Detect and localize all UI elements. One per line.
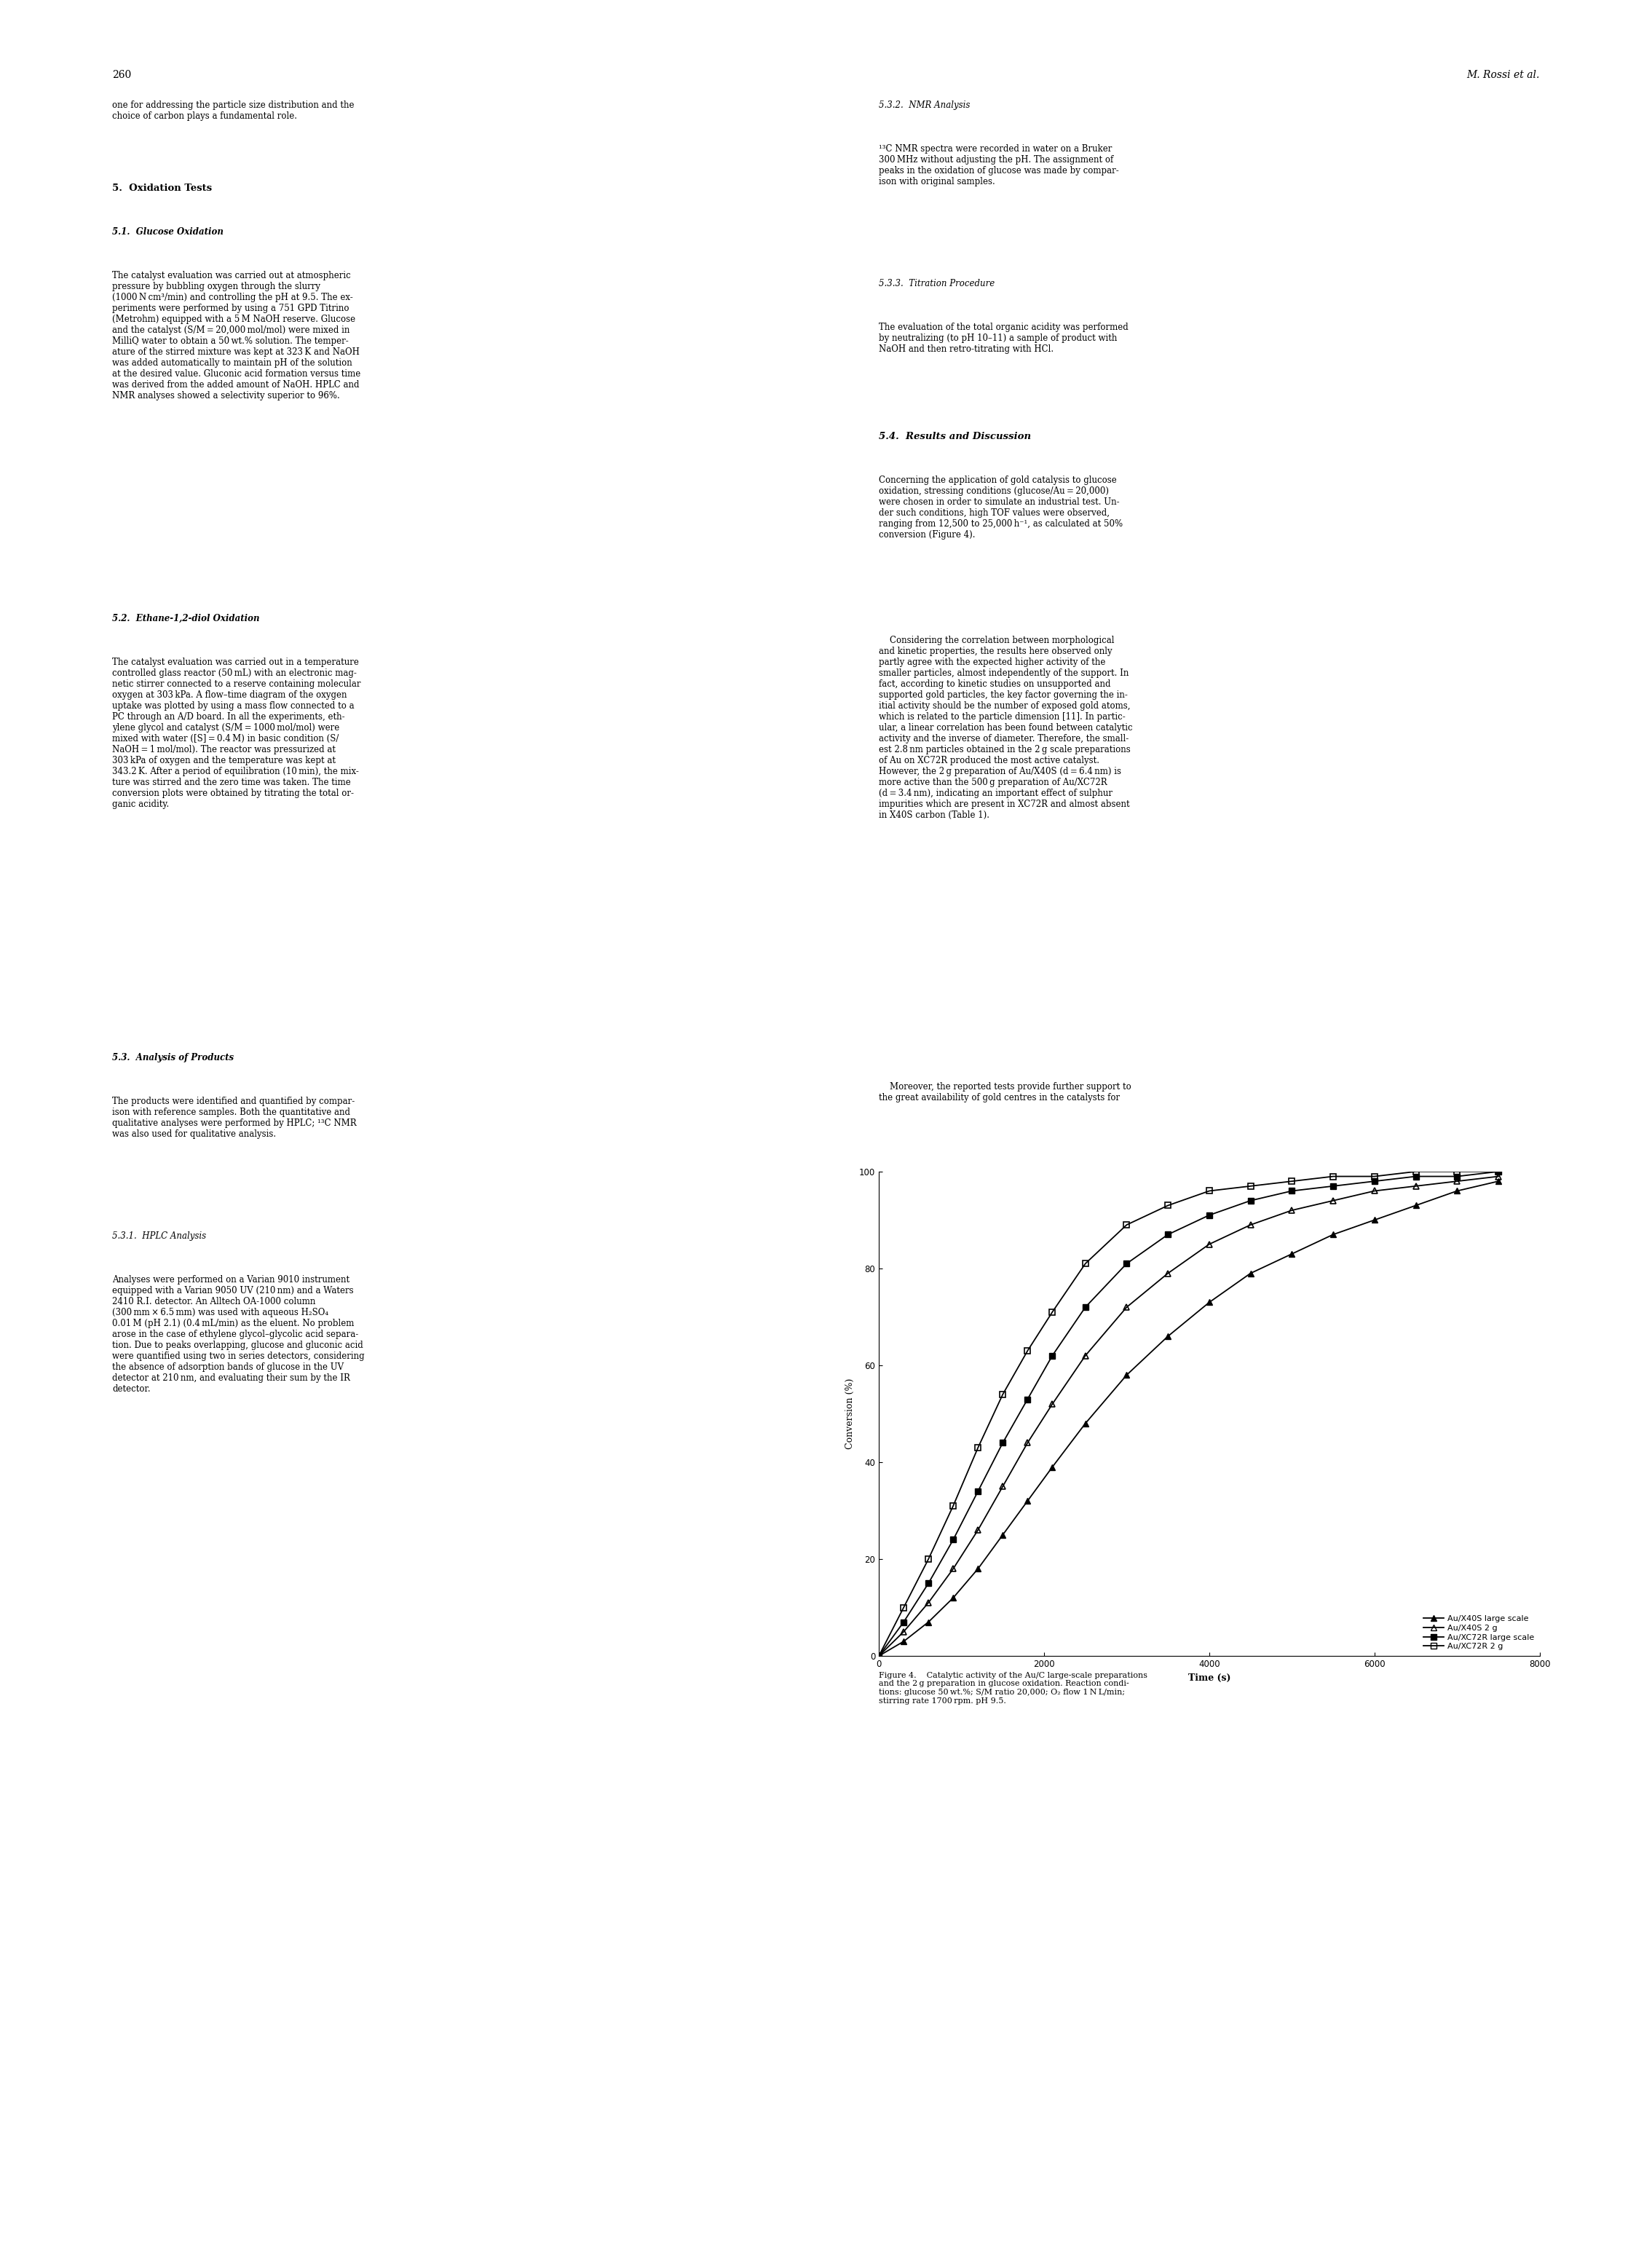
Text: The catalyst evaluation was carried out in a temperature
controlled glass reacto: The catalyst evaluation was carried out … bbox=[112, 658, 362, 809]
Text: Analyses were performed on a Varian 9010 instrument
equipped with a Varian 9050 : Analyses were performed on a Varian 9010… bbox=[112, 1275, 365, 1395]
X-axis label: Time (s): Time (s) bbox=[1188, 1674, 1231, 1683]
Text: ¹³C NMR spectra were recorded in water on a Bruker
300 MHz without adjusting the: ¹³C NMR spectra were recorded in water o… bbox=[879, 144, 1118, 187]
Text: The catalyst evaluation was carried out at atmospheric
pressure by bubbling oxyg: The catalyst evaluation was carried out … bbox=[112, 270, 360, 401]
Text: 5.2.  Ethane-1,2-diol Oxidation: 5.2. Ethane-1,2-diol Oxidation bbox=[112, 613, 259, 624]
Y-axis label: Conversion (%): Conversion (%) bbox=[846, 1379, 856, 1449]
Text: M. Rossi et al.: M. Rossi et al. bbox=[1467, 70, 1540, 81]
Text: 5.1.  Glucose Oxidation: 5.1. Glucose Oxidation bbox=[112, 228, 223, 237]
Text: 5.3.1.  HPLC Analysis: 5.3.1. HPLC Analysis bbox=[112, 1232, 206, 1241]
Legend: Au/X40S large scale, Au/X40S 2 g, Au/XC72R large scale, Au/XC72R 2 g: Au/X40S large scale, Au/X40S 2 g, Au/XC7… bbox=[1422, 1613, 1536, 1651]
Text: 5.  Oxidation Tests: 5. Oxidation Tests bbox=[112, 182, 211, 194]
Text: 5.3.3.  Titration Procedure: 5.3.3. Titration Procedure bbox=[879, 279, 995, 288]
Text: 260: 260 bbox=[112, 70, 132, 81]
Text: Considering the correlation between morphological
and kinetic properties, the re: Considering the correlation between morp… bbox=[879, 635, 1133, 820]
Text: The evaluation of the total organic acidity was performed
by neutralizing (to pH: The evaluation of the total organic acid… bbox=[879, 322, 1128, 354]
Text: The products were identified and quantified by compar-
ison with reference sampl: The products were identified and quantif… bbox=[112, 1097, 357, 1138]
Text: Concerning the application of gold catalysis to glucose
oxidation, stressing con: Concerning the application of gold catal… bbox=[879, 475, 1123, 538]
Text: Figure 4.    Catalytic activity of the Au/C large-scale preparations
and the 2 g: Figure 4. Catalytic activity of the Au/C… bbox=[879, 1672, 1148, 1703]
Text: Moreover, the reported tests provide further support to
the great availability o: Moreover, the reported tests provide fur… bbox=[879, 1081, 1132, 1102]
Text: 5.3.  Analysis of Products: 5.3. Analysis of Products bbox=[112, 1052, 235, 1063]
Text: 5.3.2.  NMR Analysis: 5.3.2. NMR Analysis bbox=[879, 99, 970, 110]
Text: 5.4.  Results and Discussion: 5.4. Results and Discussion bbox=[879, 433, 1031, 442]
Text: one for addressing the particle size distribution and the
choice of carbon plays: one for addressing the particle size dis… bbox=[112, 99, 355, 122]
